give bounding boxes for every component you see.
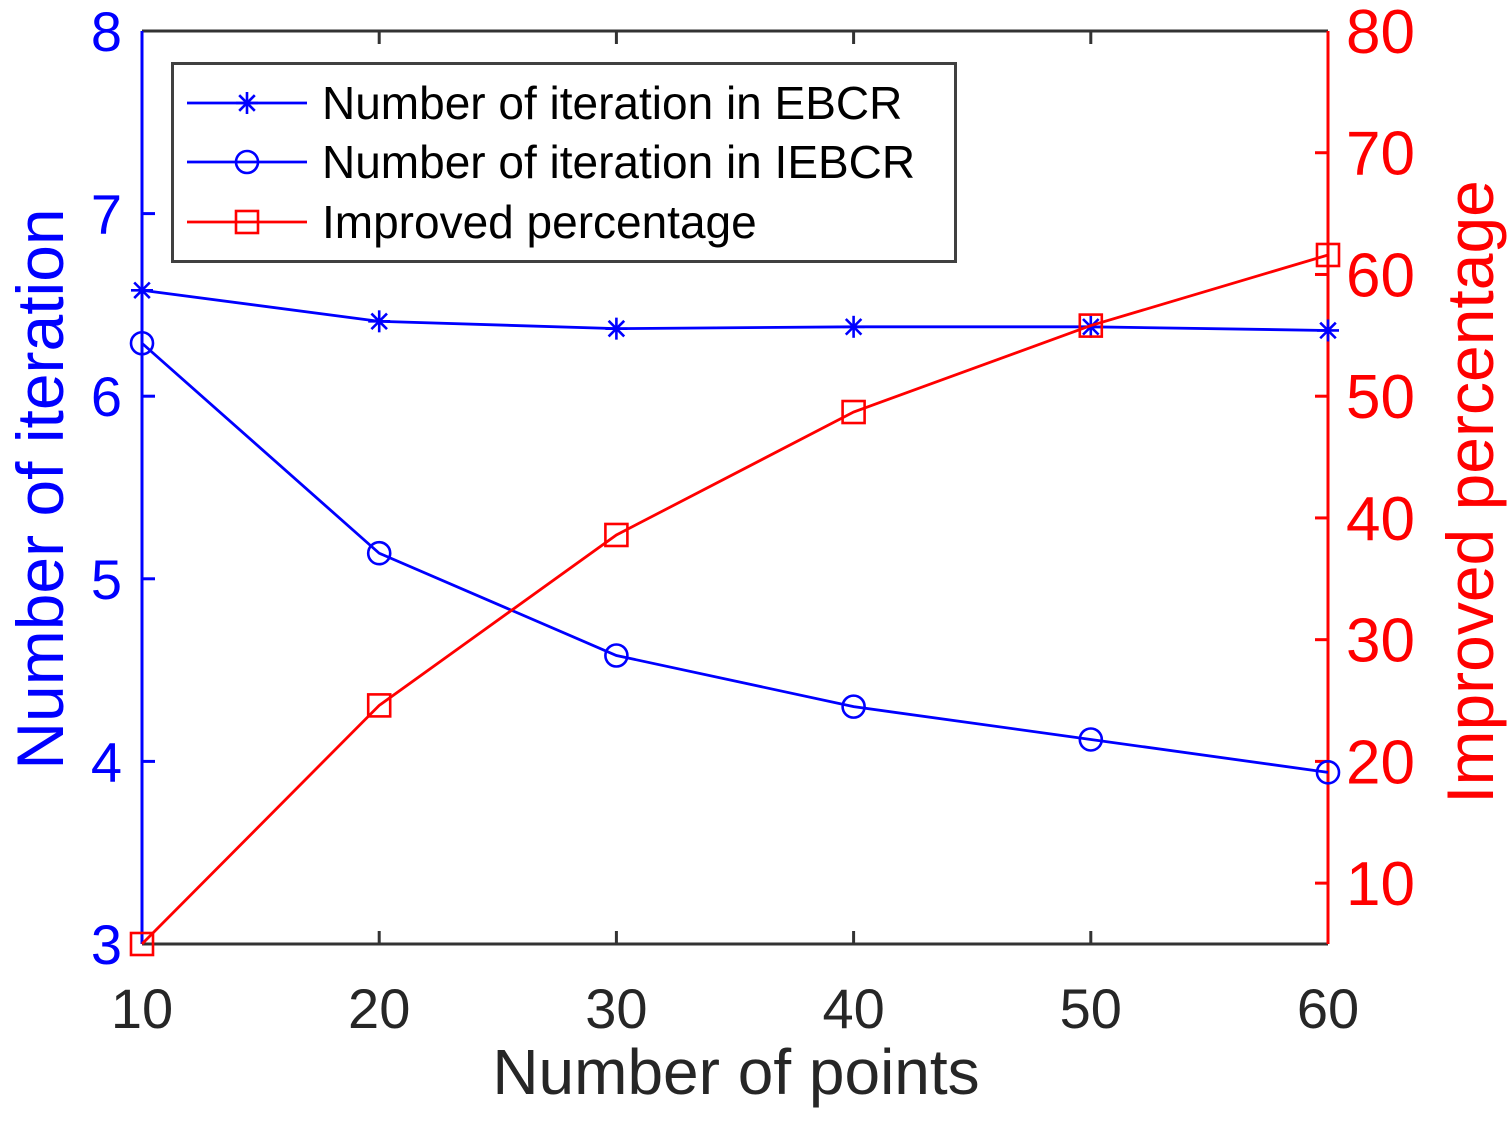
iebcr-circle-line-sample xyxy=(187,150,307,175)
ebcr-marker xyxy=(368,310,391,333)
improved-marker xyxy=(604,522,629,548)
legend-row-ebcr: Number of iteration in EBCR xyxy=(174,75,954,131)
legend-row-iebcr: Number of iteration in IEBCR xyxy=(174,134,954,190)
left-y-tick-label: 6 xyxy=(91,365,122,428)
axes xyxy=(140,29,1330,946)
ebcr-series xyxy=(131,279,1339,342)
left-y-tick-label: 8 xyxy=(91,0,122,63)
right-y-tick-label: 40 xyxy=(1346,485,1415,554)
improved-marker xyxy=(1078,313,1104,338)
improved-line xyxy=(141,253,1329,945)
improved-marker xyxy=(841,399,866,425)
x-axis-label: Number of points xyxy=(492,1036,980,1108)
right-y-tick-label: 80 xyxy=(1346,0,1415,67)
iebcr-marker xyxy=(1078,727,1104,752)
improved-square-line-sample xyxy=(187,209,307,235)
x-tick-label: 60 xyxy=(1297,977,1359,1040)
improved-marker xyxy=(366,693,392,718)
right-y-tick-label: 10 xyxy=(1346,850,1415,919)
x-tick-label: 20 xyxy=(348,977,410,1040)
ebcr-marker xyxy=(842,315,865,338)
left-y-tick-label: 4 xyxy=(91,730,122,793)
improved-marker xyxy=(129,931,155,957)
ebcr-marker xyxy=(131,279,153,302)
x-tick-label: 10 xyxy=(111,977,173,1040)
right-y-tick-label: 70 xyxy=(1346,120,1415,189)
legend-row-improved: Improved percentage xyxy=(174,194,954,250)
left-y-tick-label: 5 xyxy=(91,548,122,611)
ebcr-marker xyxy=(605,317,628,340)
left-y-axis-label: Number of iteration xyxy=(3,208,77,770)
improved-series xyxy=(129,242,1341,957)
left-y-tick-label: 3 xyxy=(91,913,122,976)
ebcr-legend-marker xyxy=(236,91,258,114)
ebcr-line xyxy=(141,288,1329,332)
legend-label-iebcr: Number of iteration in IEBCR xyxy=(322,136,916,189)
iebcr-series xyxy=(129,330,1341,785)
iebcr-marker xyxy=(366,540,392,566)
legend-label-ebcr: Number of iteration in EBCR xyxy=(322,76,903,129)
tick-labels: 10 20 30 40 50 60 3 4 5 6 7 8 10 20 30 40 50 60 70 80 xyxy=(91,0,1415,1040)
legend: Number of iteration in EBCR Number of it… xyxy=(171,62,957,263)
legend-label-improved: Improved percentage xyxy=(322,196,757,249)
iebcr-marker xyxy=(129,330,155,356)
ebcr-marker xyxy=(1317,319,1339,342)
right-y-tick-label: 60 xyxy=(1346,241,1415,310)
ebcr-asterisk-line-sample xyxy=(187,91,307,114)
iebcr-line xyxy=(141,342,1329,774)
improved-legend-marker xyxy=(234,209,260,235)
right-y-axis-label: Improved percentage xyxy=(1433,180,1507,804)
iebcr-marker xyxy=(841,694,866,719)
right-y-tick-label: 20 xyxy=(1346,728,1415,797)
left-y-tick-label: 7 xyxy=(91,183,122,246)
improved-marker xyxy=(1315,242,1341,268)
x-tick-label: 40 xyxy=(822,977,884,1040)
x-tick-label: 30 xyxy=(585,977,647,1040)
iebcr-marker xyxy=(604,643,629,668)
iebcr-legend-marker xyxy=(234,150,260,175)
right-y-tick-label: 50 xyxy=(1346,363,1415,432)
right-y-tick-label: 30 xyxy=(1346,607,1415,676)
x-tick-label: 50 xyxy=(1060,977,1122,1040)
axis-ticks xyxy=(142,29,1328,944)
iebcr-marker xyxy=(1315,760,1341,785)
